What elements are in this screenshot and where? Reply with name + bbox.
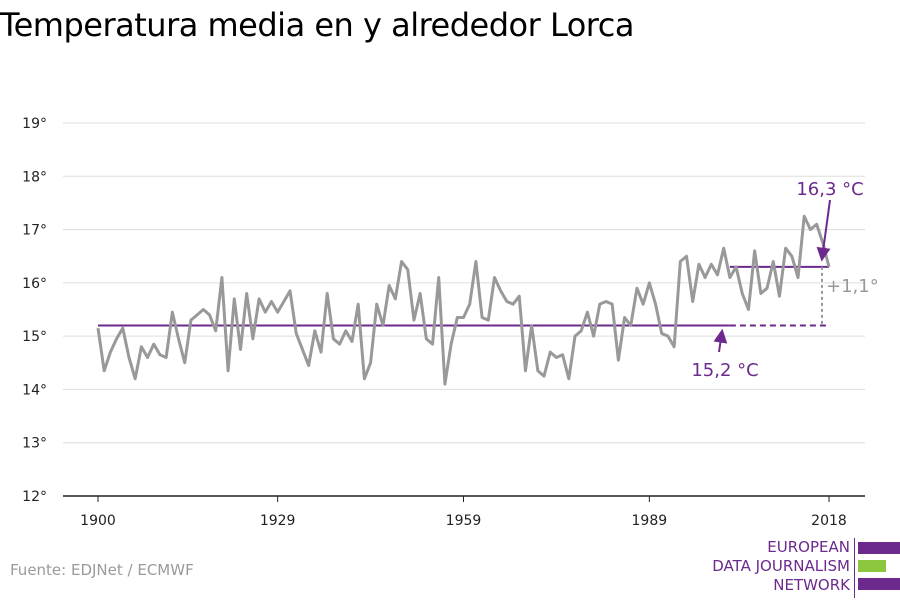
logo-divider bbox=[854, 538, 855, 598]
x-tick-label: 1959 bbox=[446, 513, 482, 529]
page-title: Temperatura media en y alrededor Lorca bbox=[0, 6, 634, 44]
logo-line-2: DATA JOURNALISM bbox=[712, 557, 850, 575]
y-tick-label: 14° bbox=[22, 382, 47, 398]
series bbox=[96, 214, 831, 386]
y-tick-label: 17° bbox=[22, 223, 47, 239]
annotation-arrow bbox=[816, 199, 831, 262]
logo-bar-purple-bottom bbox=[858, 578, 900, 590]
annotation-delta: +1,1° bbox=[826, 276, 879, 297]
y-tick-label: 12° bbox=[22, 489, 47, 505]
source-note: Fuente: EDJNet / ECMWF bbox=[10, 561, 194, 579]
x-tick-label: 2018 bbox=[811, 513, 847, 529]
x-tick-label: 1929 bbox=[260, 513, 296, 529]
grid bbox=[63, 122, 865, 444]
annotation-recent: 16,3 °C bbox=[796, 179, 863, 200]
y-tick-label: 19° bbox=[22, 116, 47, 132]
y-tick-label: 16° bbox=[22, 276, 47, 292]
y-tick-label: 13° bbox=[22, 436, 47, 452]
y-axis: 12° 13° 14° 15° 16° 17° 18° 19° bbox=[22, 116, 47, 505]
logo-bar-purple-top bbox=[858, 542, 900, 554]
logo-line-1: EUROPEAN bbox=[767, 538, 850, 556]
logo-bar-green bbox=[858, 560, 886, 572]
annotation-baseline: 15,2 °C bbox=[691, 360, 758, 381]
temperature-line bbox=[96, 214, 831, 386]
x-axis: 1900 1929 1959 1989 2018 bbox=[63, 495, 865, 529]
annotation-arrow bbox=[713, 328, 728, 353]
edjnet-logo: EUROPEAN DATA JOURNALISM NETWORK bbox=[640, 538, 900, 598]
x-tick-label: 1900 bbox=[80, 513, 116, 529]
y-tick-label: 18° bbox=[22, 169, 47, 185]
logo-line-3: NETWORK bbox=[773, 576, 850, 594]
annotations: 16,3 °C 15,2 °C +1,1° bbox=[691, 179, 878, 381]
y-tick-label: 15° bbox=[22, 329, 47, 345]
x-tick-label: 1989 bbox=[632, 513, 668, 529]
